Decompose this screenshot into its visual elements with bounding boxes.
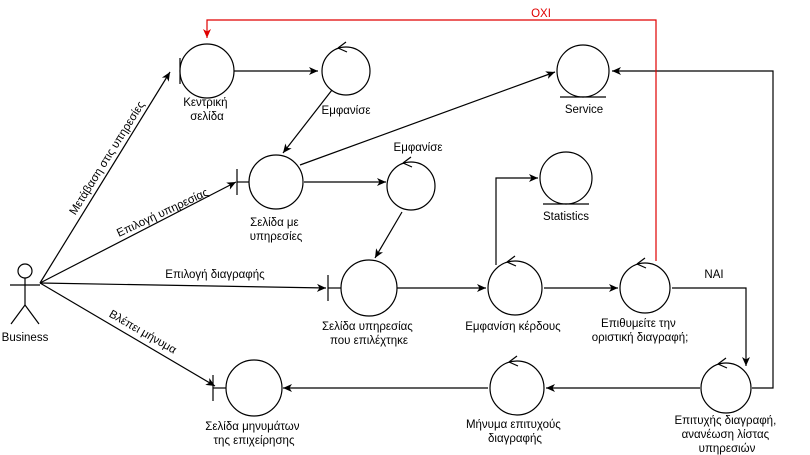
label-to-services: Μετάβαση στις υπηρεσίες <box>68 99 148 217</box>
actor-left-leg <box>10 304 26 325</box>
entity-statistics: Statistics <box>539 151 593 223</box>
node-label: Κεντρική σελίδα <box>183 97 231 123</box>
node-label: Σελίδα με υπηρεσίες <box>250 217 303 243</box>
node-label: Statistics <box>543 211 589 223</box>
label-sees-message: Βλέπει μήνυμα <box>107 308 179 356</box>
node-label: Σελίδα μηνυμάτων της επιχείρησης <box>205 421 302 447</box>
control-confirm: Επιθυμείτε την οριστική διαγραφή; <box>592 257 689 344</box>
edge-services-service <box>299 71 556 166</box>
label-select-service: Επιλογή υπηρεσίας <box>115 187 211 240</box>
edge-actor-messages <box>39 282 216 387</box>
label-select-delete: Επιλογή διαγραφής <box>165 269 265 281</box>
edge-profit-statistics <box>495 174 538 265</box>
actor-label: Business <box>2 332 49 344</box>
actor-business: Business <box>2 263 49 344</box>
node-label: Εμφανίση κέρδους <box>465 321 561 333</box>
edge-confirm-success <box>672 287 750 366</box>
node-label: Εμφανίσε <box>394 142 443 154</box>
boundary-messages-page: Σελίδα μηνυμάτων της επιχείρησης <box>205 359 302 447</box>
edge-actor-selected <box>39 282 327 292</box>
control-show1: Εμφανίσε <box>321 41 371 117</box>
control-success-message: Μήνυμα επιτυχούς διαγραφής <box>466 355 564 445</box>
node-label: Επιτυχής διαγραφή, ανανέωση λίστας υπηρε… <box>675 415 780 455</box>
edge-actor-services <box>39 181 237 284</box>
edge-show2-selected <box>374 211 403 259</box>
entity-service: Service <box>556 44 610 116</box>
boundary-home: Κεντρική σελίδα <box>179 43 235 123</box>
control-show2: Εμφανίσε <box>386 142 443 211</box>
actor-right-leg <box>24 304 40 325</box>
label-no: ΟΧΙ <box>531 8 551 20</box>
edges <box>39 19 774 392</box>
node-label: Εμφανίσε <box>322 105 371 117</box>
edge-show1-services <box>282 89 333 154</box>
node-label: Επιθυμείτε την οριστική διαγραφή; <box>592 318 689 344</box>
node-label: Σελίδα υπηρεσίας που επιλέχτηκε <box>322 321 416 347</box>
node-label: Service <box>565 104 603 116</box>
control-show-profit: Εμφανίση κέρδους <box>465 255 561 333</box>
node-label: Μήνυμα επιτυχούς διαγραφής <box>466 419 564 445</box>
boundary-services-page: Σελίδα με υπηρεσίες <box>236 154 304 243</box>
edge-actor-home <box>39 71 171 284</box>
edge-success-service <box>612 67 774 389</box>
actor-head <box>17 263 33 279</box>
boundary-selected-page: Σελίδα υπηρεσίας που επιλέχτηκε <box>322 259 416 347</box>
label-yes: ΝΑΙ <box>704 269 723 281</box>
control-success-update: Επιτυχής διαγραφή, ανανέωση λίστας υπηρε… <box>675 357 780 455</box>
edge-confirm-home-no <box>203 19 657 261</box>
